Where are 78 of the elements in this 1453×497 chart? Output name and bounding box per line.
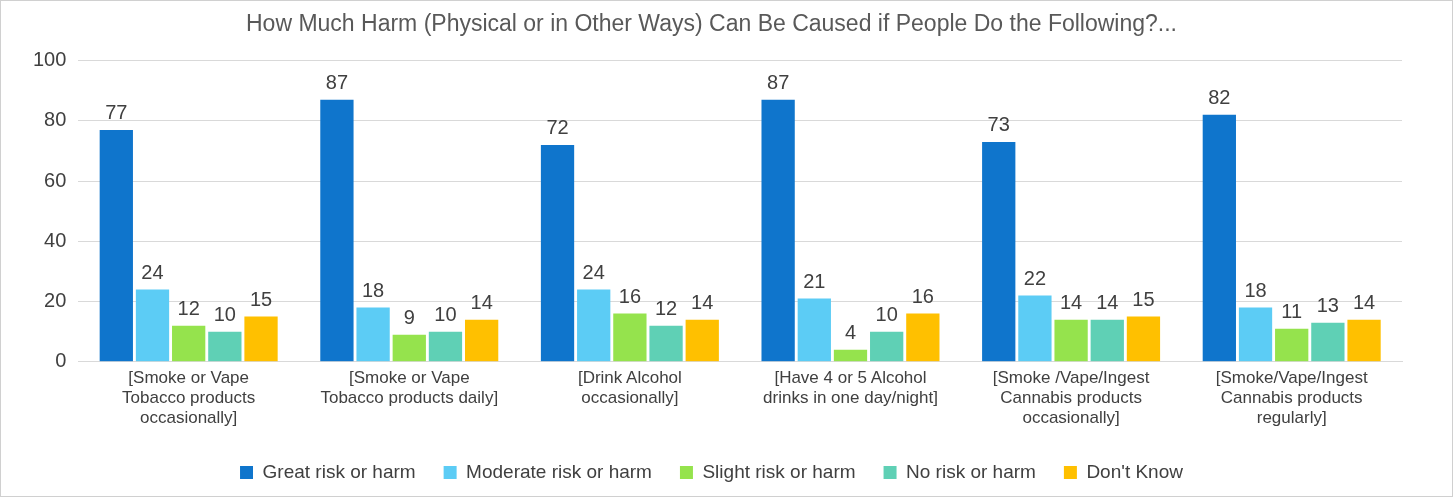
- bar: [392, 334, 426, 362]
- data-label: 14: [470, 291, 493, 314]
- bar: [1311, 322, 1345, 362]
- bar: [613, 313, 647, 362]
- bar: [540, 144, 575, 362]
- data-label: 87: [767, 71, 790, 94]
- bar: [649, 325, 683, 362]
- bar: [833, 349, 868, 362]
- bar: [797, 298, 831, 362]
- bar: [1090, 319, 1124, 362]
- data-label: 15: [249, 288, 273, 311]
- data-label: 87: [325, 71, 349, 94]
- data-label: 16: [911, 285, 934, 308]
- bar: [1018, 295, 1052, 362]
- bar: [1238, 307, 1273, 362]
- legend-label: Moderate risk or harm: [466, 460, 652, 482]
- y-tick-label: 80: [44, 108, 67, 131]
- legend-label: Slight risk or harm: [702, 460, 856, 482]
- bar: [1054, 319, 1088, 362]
- y-tick-label: 20: [44, 289, 67, 312]
- data-label: 10: [213, 303, 236, 326]
- data-label: 14: [1096, 291, 1119, 314]
- data-label: 9: [403, 306, 415, 329]
- data-label: 82: [1208, 86, 1231, 109]
- x-tick-label: [Drink Alcohol occasionally]: [577, 367, 682, 408]
- x-tick-label: [Have 4 or 5 Alcohol drinks in one day/night]: [763, 367, 938, 408]
- data-label: 73: [987, 113, 1010, 136]
- x-tick-label: [Smoke or Vape Tobacco products occasionally]: [122, 367, 256, 428]
- bar: [761, 99, 795, 362]
- x-tick-label: [Smoke /Vape/Ingest Cannabis products occasionally]: [992, 367, 1150, 428]
- bar: [1126, 316, 1161, 362]
- bar: [464, 319, 499, 362]
- bar: [870, 331, 904, 362]
- data-label: 12: [654, 297, 678, 320]
- bar: [1347, 319, 1381, 362]
- data-label: 21: [803, 270, 826, 293]
- data-label: 16: [618, 285, 642, 308]
- legend-label: No risk or harm: [906, 460, 1036, 482]
- data-label: 11: [1281, 300, 1303, 323]
- data-label: 14: [1352, 291, 1376, 314]
- bar: [320, 99, 354, 362]
- data-label: 77: [105, 101, 128, 124]
- data-label: 14: [1059, 291, 1083, 314]
- y-tick-label: 0: [55, 349, 67, 372]
- data-label: 14: [691, 291, 714, 314]
- data-label: 72: [546, 116, 569, 139]
- data-label: 18: [1244, 279, 1267, 302]
- data-label: 18: [361, 279, 385, 302]
- legend-label: Great risk or harm: [262, 460, 416, 482]
- y-tick-label: 60: [44, 168, 67, 191]
- x-tick-label: [Smoke or Vape Tobacco products daily]: [320, 367, 499, 408]
- bar: [906, 313, 940, 362]
- bar: [685, 319, 719, 362]
- bar: [982, 141, 1016, 362]
- bar: [99, 129, 133, 362]
- bar: [172, 325, 206, 362]
- x-tick-label: [Smoke/Vape/Ingest Cannabis products regularly]: [1215, 367, 1368, 428]
- data-label: 24: [141, 261, 164, 284]
- chart-title: How Much Harm (Physical or in Other Ways) Can Be Caused if People Do the Following?...: [245, 10, 1178, 37]
- data-label: 12: [177, 297, 200, 320]
- bar: [1275, 328, 1309, 362]
- bar: [135, 289, 170, 362]
- data-label: 22: [1023, 267, 1047, 290]
- data-label: 24: [582, 261, 605, 284]
- data-label: 10: [434, 303, 457, 326]
- data-label: 4: [844, 321, 857, 344]
- bar: [244, 316, 278, 362]
- bar: [577, 289, 611, 362]
- data-label: 10: [875, 303, 898, 326]
- legend-label: Don't Know: [1086, 460, 1184, 482]
- y-tick-label: 40: [44, 228, 67, 251]
- y-tick-label: 100: [32, 48, 67, 71]
- data-label: 15: [1132, 288, 1155, 311]
- data-label: 13: [1316, 294, 1339, 317]
- bar: [1202, 114, 1236, 362]
- bar: [208, 331, 242, 362]
- bar: [356, 307, 390, 362]
- bar: [428, 331, 463, 362]
